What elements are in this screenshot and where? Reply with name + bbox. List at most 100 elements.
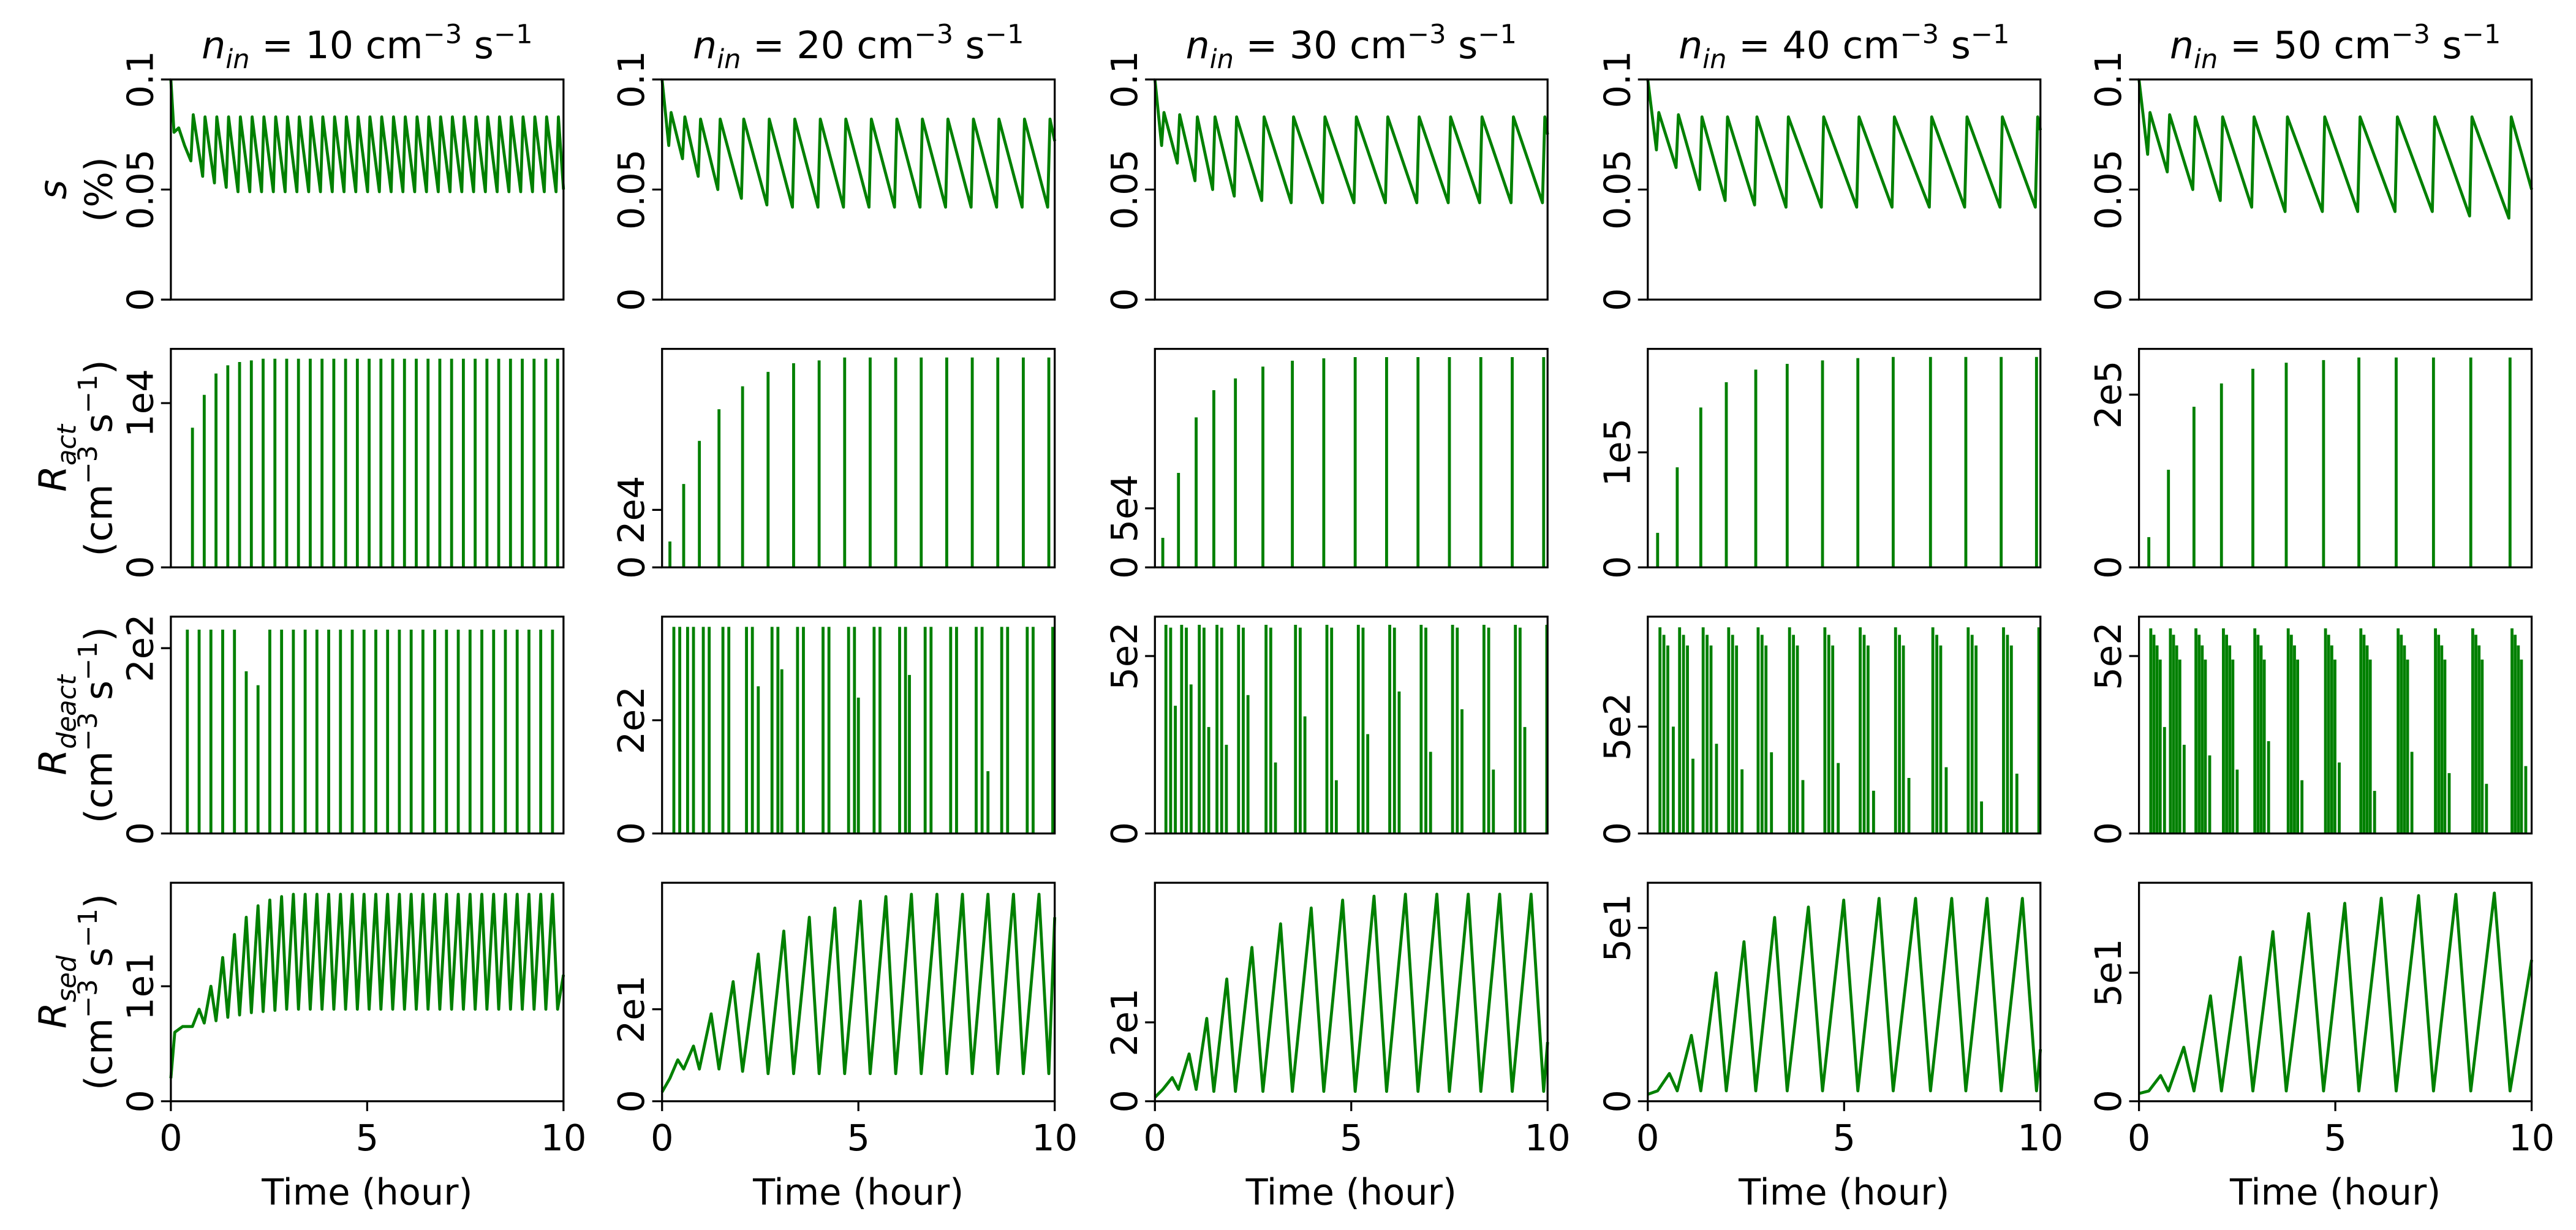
text-run: (cm — [77, 1018, 121, 1090]
axes-frame — [1647, 78, 2042, 301]
y-axis-label: (cm−3 s−1) — [73, 627, 121, 823]
y-tick-label: 0 — [1596, 1090, 1638, 1113]
data-line — [1647, 897, 2042, 1096]
axes-frame — [1647, 616, 2042, 835]
x-tick-label: 10 — [2017, 1117, 2063, 1159]
y-tick-label: 0 — [1596, 556, 1638, 579]
axes-frame — [2138, 78, 2533, 301]
y-tick-label: 5e2 — [1103, 622, 1146, 690]
axes-frame — [1154, 616, 1549, 835]
column-title: nin = 50 cm−3 s−1 — [2170, 20, 2501, 75]
text-run: (cm — [77, 484, 121, 556]
panel: 0 5e2 — [1596, 616, 2042, 845]
y-axis-label: Ract — [31, 423, 82, 492]
y-axis-label: s — [31, 179, 75, 199]
y-tick-label: 0 — [1596, 288, 1638, 311]
y-tick-label: 0 — [1103, 1090, 1146, 1113]
column-title: nin = 20 cm−3 s−1 — [693, 20, 1024, 75]
panel: 0 0.05 0.1 nin = 30 cm−3 s−1 — [1103, 20, 1549, 311]
y-tick-label: 0 — [1596, 822, 1638, 845]
y-tick-label: 5e2 — [2087, 622, 2129, 690]
x-tick-label: 10 — [540, 1117, 586, 1159]
text-run: −3 — [423, 20, 463, 50]
data-line — [2137, 79, 2533, 220]
x-axis-label: Time (hour) — [1738, 1171, 1949, 1213]
x-tick-label: 0 — [2128, 1117, 2151, 1159]
data-line — [1153, 79, 1549, 205]
data-line — [169, 79, 565, 194]
panel: 0 5e4 — [1103, 347, 1549, 579]
text-run: −1 — [73, 641, 104, 681]
text-run: ) — [77, 360, 121, 374]
x-axis-label: Time (hour) — [2229, 1171, 2441, 1213]
text-run: −3 — [73, 712, 104, 752]
text-run: −3 — [2391, 20, 2430, 50]
text-run: in — [225, 44, 249, 75]
text-run: in — [2194, 44, 2218, 75]
x-tick-label: 5 — [356, 1117, 379, 1159]
panel: 0 2e2 Rdeact(cm−3 s−1) — [31, 614, 565, 845]
text-run: s — [77, 681, 121, 712]
text-run: = 50 cm — [2218, 23, 2391, 67]
y-tick-label: 0 — [119, 556, 161, 579]
text-run: n — [202, 23, 225, 67]
y-tick-label: 2e1 — [610, 975, 652, 1043]
x-tick-label: 0 — [1144, 1117, 1167, 1159]
y-tick-label: 0 — [1103, 288, 1146, 311]
y-tick-label: 0 — [119, 1090, 161, 1113]
column-title: nin = 40 cm−3 s−1 — [1679, 20, 2009, 75]
y-axis-label: Rsed — [31, 955, 82, 1028]
text-run: n — [1679, 23, 1702, 67]
text-run: ) — [77, 894, 121, 908]
axes-frame — [1154, 881, 1549, 1103]
panel: 0 0.05 0.1 nin = 40 cm−3 s−1 — [1596, 20, 2042, 311]
panel: 0 5e2 — [2087, 616, 2533, 845]
text-run: s — [77, 948, 121, 979]
text-run: = 40 cm — [1727, 23, 1900, 67]
y-axis-label: (cm−3 s−1) — [73, 360, 121, 556]
text-run: (%) — [77, 157, 121, 222]
axes-frame — [661, 347, 1056, 568]
y-tick-label: 0 — [1103, 822, 1146, 845]
text-run: s — [953, 23, 985, 67]
data-line — [1646, 79, 2042, 209]
y-tick-label: 0 — [119, 822, 161, 845]
text-run: act — [51, 423, 82, 466]
y-tick-label: 1e5 — [1596, 418, 1638, 486]
text-run: = 20 cm — [741, 23, 914, 67]
y-tick-label: 0.05 — [1103, 149, 1146, 230]
y-tick-label: 0.05 — [610, 149, 652, 230]
text-run: R — [31, 466, 75, 492]
y-tick-label: 2e5 — [2087, 361, 2129, 429]
y-tick-label: 0 — [610, 556, 652, 579]
text-run: = 30 cm — [1234, 23, 1407, 67]
y-tick-label: 0.05 — [1596, 149, 1638, 230]
text-run: s — [31, 179, 75, 199]
axes-frame — [1154, 347, 1549, 568]
x-tick-label: 5 — [1833, 1117, 1856, 1159]
x-tick-label: 5 — [1340, 1117, 1363, 1159]
y-tick-label: 2e4 — [610, 476, 652, 544]
y-axis-label: (cm−3 s−1) — [73, 894, 121, 1090]
x-tick-label: 10 — [2509, 1117, 2555, 1159]
axes-frame — [2138, 347, 2533, 568]
panel: 0 2e2 — [610, 616, 1056, 845]
y-tick-label: 0 — [2087, 288, 2129, 311]
text-run: n — [1186, 23, 1210, 67]
text-run: R — [31, 1002, 75, 1028]
panel: 0 5e1 0 5 10 Time (hour) — [1596, 881, 2063, 1213]
text-run: n — [2170, 23, 2194, 67]
panel: 0 5e1 0 5 10 Time (hour) — [2087, 881, 2555, 1213]
text-run: in — [1210, 44, 1234, 75]
y-tick-label: 2e2 — [610, 686, 652, 754]
text-run: n — [693, 23, 717, 67]
y-tick-label: 0 — [2087, 1090, 2129, 1113]
x-axis-label: Time (hour) — [1245, 1171, 1457, 1213]
data-line — [169, 892, 565, 1079]
y-tick-label: 0 — [2087, 556, 2129, 579]
data-line — [2139, 891, 2533, 1095]
